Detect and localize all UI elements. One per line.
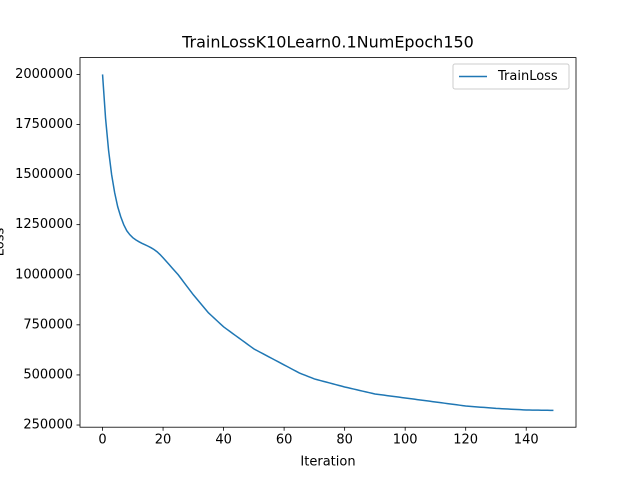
- x-tick-label: 20: [155, 433, 172, 448]
- x-tick-label: 60: [276, 433, 293, 448]
- y-axis-label: Loss: [0, 228, 8, 257]
- x-tick-label: 120: [453, 433, 478, 448]
- y-tick-label: 2000000: [15, 67, 73, 82]
- x-tick-label: 40: [215, 433, 232, 448]
- y-tick-label: 1750000: [15, 117, 73, 132]
- axes-frame: [79, 57, 577, 428]
- y-tick-label: 1000000: [15, 267, 73, 282]
- chart-title: TrainLossK10Learn0.1NumEpoch150: [181, 33, 474, 52]
- x-tick-label: 0: [98, 433, 106, 448]
- y-tick-label: 500000: [23, 367, 73, 382]
- x-tick-label: 140: [514, 433, 539, 448]
- y-tick-label: 750000: [23, 317, 73, 332]
- legend-box: [452, 63, 570, 90]
- x-tick-label: 80: [336, 433, 353, 448]
- y-tick-label: 1500000: [15, 167, 73, 182]
- y-tick-label: 1250000: [15, 217, 73, 232]
- x-axis-label: Iteration: [300, 455, 355, 470]
- x-tick-label: 100: [393, 433, 418, 448]
- y-tick-label: 250000: [23, 418, 73, 433]
- line-series: [101, 74, 554, 412]
- legend-label: TrainLoss: [497, 69, 558, 84]
